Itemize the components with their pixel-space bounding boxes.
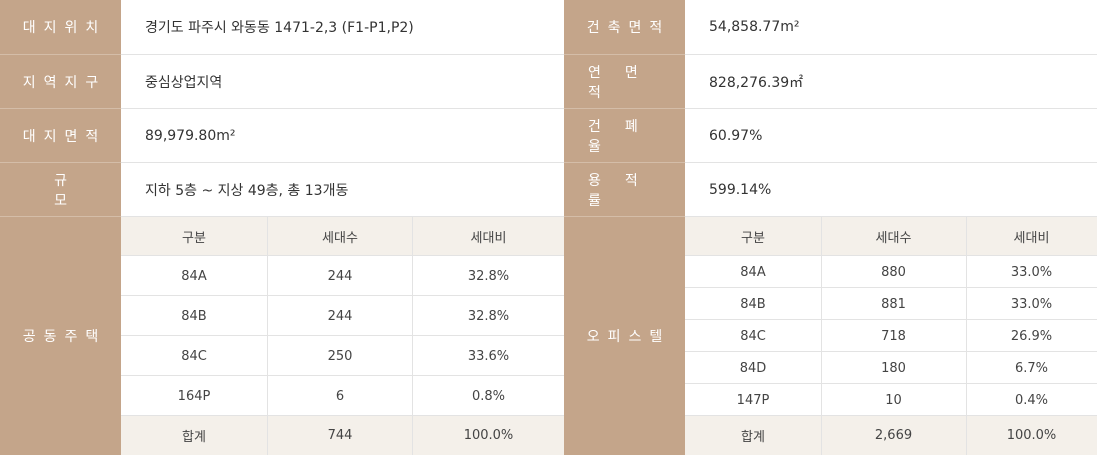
divider bbox=[121, 295, 564, 296]
label-floor-area-ratio: 용적률 bbox=[564, 163, 685, 217]
table-cell: 180 bbox=[881, 360, 906, 376]
divider bbox=[685, 383, 1097, 384]
value-scale: 지하 5층 ~ 지상 49층, 총 13개동 bbox=[121, 163, 564, 217]
apartment-header-ratio: 세대비 bbox=[470, 231, 507, 246]
officetel-total-label: 합계 bbox=[741, 430, 765, 445]
divider bbox=[685, 319, 1097, 320]
label-scale: 규모 bbox=[0, 163, 121, 217]
table-cell: 84C bbox=[740, 328, 766, 344]
label-site-area: 대지면적 bbox=[0, 109, 121, 163]
table-cell: 84A bbox=[740, 264, 766, 280]
divider bbox=[685, 287, 1097, 288]
label-building-coverage: 건폐율 bbox=[564, 109, 685, 163]
table-cell: 33.0% bbox=[1010, 264, 1053, 280]
table-cell: 84C bbox=[181, 348, 207, 364]
table-cell: 33.6% bbox=[467, 348, 510, 364]
officetel-header-units: 세대수 bbox=[875, 231, 912, 246]
table-cell: 84B bbox=[181, 308, 207, 324]
table-cell: 0.4% bbox=[1014, 392, 1049, 408]
table-cell: 6.7% bbox=[1014, 360, 1049, 376]
divider bbox=[121, 375, 564, 376]
table-cell: 244 bbox=[327, 308, 353, 324]
officetel-total-ratio: 100.0% bbox=[1006, 428, 1057, 443]
divider bbox=[966, 217, 967, 455]
value-floor-area-ratio: 599.14% bbox=[685, 163, 1097, 217]
value-site-area: 89,979.80m² bbox=[121, 109, 564, 163]
officetel-header-type: 구분 bbox=[741, 231, 765, 246]
table-cell: 147P bbox=[736, 392, 770, 408]
apartment-total-row bbox=[121, 416, 564, 455]
divider bbox=[685, 351, 1097, 352]
officetel-total-units: 2,669 bbox=[874, 428, 913, 443]
officetel-header-ratio: 세대비 bbox=[1013, 231, 1050, 246]
divider bbox=[412, 217, 413, 455]
value-total-floor-area: 828,276.39㎡ bbox=[685, 55, 1097, 109]
table-cell: 881 bbox=[881, 296, 906, 312]
table-cell: 32.8% bbox=[467, 268, 510, 284]
label-building-area: 건축면적 bbox=[564, 0, 685, 55]
table-cell: 84A bbox=[181, 268, 207, 284]
divider bbox=[121, 415, 564, 416]
value-zoning: 중심상업지역 bbox=[121, 55, 564, 109]
table-cell: 164P bbox=[177, 388, 211, 404]
table-cell: 84D bbox=[739, 360, 767, 376]
table-cell: 880 bbox=[881, 264, 906, 280]
table-cell: 10 bbox=[885, 392, 902, 408]
apartment-header-units: 세대수 bbox=[322, 231, 358, 246]
table-cell: 26.9% bbox=[1010, 328, 1053, 344]
apartment-header-type: 구분 bbox=[182, 231, 206, 246]
value-building-area: 54,858.77m² bbox=[685, 0, 1097, 55]
apartment-total-label: 합계 bbox=[182, 430, 206, 445]
divider bbox=[267, 217, 268, 455]
label-site-location: 대지위치 bbox=[0, 0, 121, 55]
apartment-total-units: 744 bbox=[327, 428, 353, 443]
label-zoning: 지역지구 bbox=[0, 55, 121, 109]
divider bbox=[121, 255, 564, 256]
apartment-header-row bbox=[121, 217, 564, 256]
divider bbox=[821, 217, 822, 455]
table-cell: 6 bbox=[335, 388, 345, 404]
apartment-total-ratio: 100.0% bbox=[463, 428, 514, 443]
table-cell: 84B bbox=[740, 296, 766, 312]
value-building-coverage: 60.97% bbox=[685, 109, 1097, 163]
officetel-header-row bbox=[685, 217, 1097, 256]
officetel-total-row bbox=[685, 416, 1097, 455]
label-apartment: 공동주택 bbox=[0, 217, 121, 455]
label-officetel: 오피스텔 bbox=[564, 217, 685, 455]
table-cell: 718 bbox=[881, 328, 906, 344]
divider bbox=[685, 255, 1097, 256]
table-cell: 244 bbox=[327, 268, 353, 284]
divider bbox=[685, 415, 1097, 416]
label-total-floor-area: 연면적 bbox=[564, 55, 685, 109]
divider bbox=[121, 335, 564, 336]
table-cell: 0.8% bbox=[471, 388, 506, 404]
value-site-location: 경기도 파주시 와동동 1471-2,3 (F1-P1,P2) bbox=[121, 0, 564, 55]
table-cell: 32.8% bbox=[467, 308, 510, 324]
table-cell: 33.0% bbox=[1010, 296, 1053, 312]
table-cell: 250 bbox=[327, 348, 353, 364]
